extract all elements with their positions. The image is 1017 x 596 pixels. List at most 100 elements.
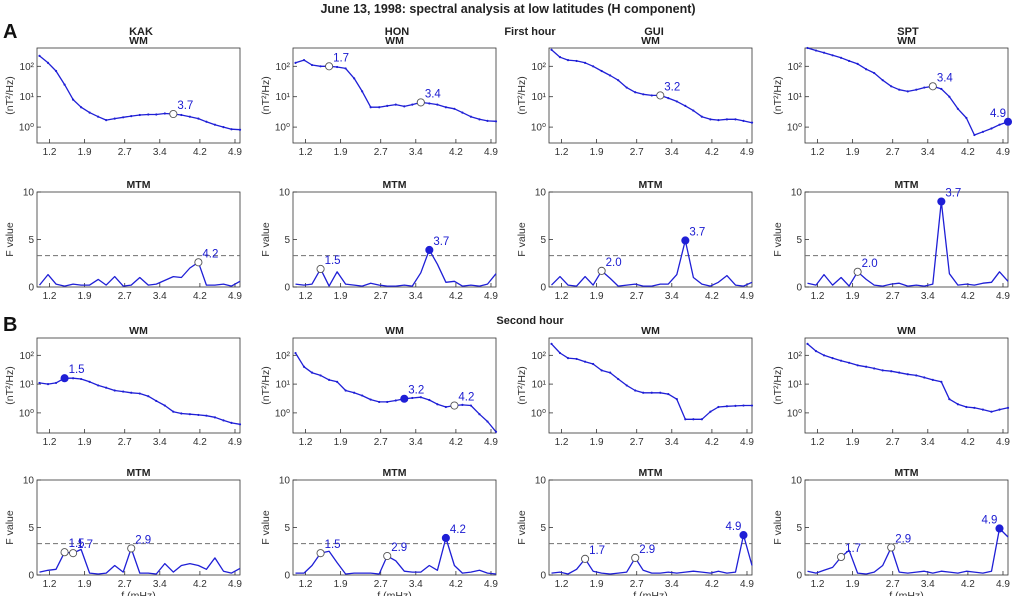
peak-marker [325, 62, 334, 71]
data-point [238, 423, 242, 426]
x-tick-label: 2.7 [374, 147, 388, 158]
data-point [856, 62, 859, 65]
x-tick-label: 1.9 [334, 579, 348, 590]
data-point [336, 65, 339, 69]
plot-title: MTM [895, 179, 919, 191]
x-tick-label: 2.7 [630, 579, 644, 590]
data-point [469, 404, 473, 407]
data-point [403, 105, 406, 108]
x-tick-label: 2.7 [886, 291, 900, 302]
data-point [923, 86, 926, 89]
x-tick-label: 4.2 [705, 147, 719, 158]
data-point [634, 91, 637, 94]
x-tick-label: 3.4 [665, 579, 679, 590]
y-tick-label: 10 [791, 188, 803, 199]
data-point [965, 116, 968, 120]
x-axis-label: f (mHz) [121, 590, 155, 596]
data-point [692, 109, 695, 112]
data-point [558, 351, 562, 355]
data-point [931, 378, 934, 382]
x-tick-label: 4.2 [449, 147, 463, 158]
data-point [965, 405, 968, 409]
x-tick-label: 1.9 [846, 579, 860, 590]
peak-marker [127, 544, 136, 553]
y-tick-label: 10 [535, 476, 547, 487]
y-axis-label: (nT²/Hz) [260, 76, 272, 115]
peak-marker [597, 266, 606, 275]
section-title-first-hour: First hour [504, 26, 556, 38]
peak-label: 1.7 [589, 545, 605, 557]
peak-label: 1.5 [69, 364, 85, 376]
plot-frame [548, 479, 753, 576]
x-tick-label: 4.2 [961, 437, 975, 448]
peak-label: 3.4 [425, 88, 442, 100]
plot-title: WM [129, 35, 148, 47]
data-point [583, 61, 587, 64]
data-point [948, 398, 951, 401]
x-tick-label: 4.9 [228, 579, 242, 590]
x-tick-label: 4.2 [449, 437, 463, 448]
x-tick-label: 3.4 [409, 147, 423, 158]
x-tick-label: 3.4 [153, 147, 167, 158]
plot-frame [292, 47, 497, 144]
data-point [46, 61, 50, 64]
data-point [369, 106, 372, 109]
x-tick-label: 2.7 [630, 437, 644, 448]
x-tick-label: 1.2 [555, 291, 569, 302]
x-tick-label: 4.2 [193, 291, 207, 302]
data-point [327, 378, 331, 382]
data-point [344, 67, 347, 70]
x-tick-label: 3.4 [921, 291, 935, 302]
plot-frame [292, 191, 497, 288]
data-point [453, 107, 456, 110]
peak-marker [656, 91, 665, 100]
peak-marker [450, 401, 459, 410]
x-tick-label: 3.4 [153, 579, 167, 590]
x-tick-label: 1.9 [590, 291, 604, 302]
x-tick-label: 1.9 [78, 147, 92, 158]
x-tick-label: 3.4 [665, 437, 679, 448]
plot-title: MTM [895, 467, 919, 479]
y-tick-label: 10 [23, 476, 35, 487]
data-point [990, 127, 993, 130]
peak-label: 4.2 [202, 248, 218, 260]
subplot-hon-wm-second-hour: WM (nT²/Hz)10⁰ 10¹ 10² 1.2 1.9 2.7 3.4 4.2 4.9 3.2… [260, 325, 498, 448]
y-axis-label: F value [516, 510, 528, 545]
peak-marker [837, 552, 846, 562]
y-tick-label: 10² [788, 351, 803, 362]
plot-title: WM [385, 325, 404, 337]
data-point [725, 405, 729, 408]
data-point [180, 412, 183, 415]
peak-label: 4.2 [450, 524, 466, 536]
data-point [71, 98, 75, 101]
y-tick-label: 10¹ [276, 92, 291, 103]
data-point [822, 51, 826, 54]
data-point [63, 83, 66, 86]
series-line [551, 49, 753, 124]
plot-title: MTM [383, 467, 407, 479]
data-point [956, 107, 959, 110]
peak-marker [60, 374, 69, 383]
data-point [750, 404, 754, 407]
data-point [873, 71, 876, 75]
plot-title: WM [897, 325, 916, 337]
x-tick-label: 3.4 [921, 437, 935, 448]
x-tick-label: 2.7 [118, 437, 132, 448]
y-tick-label: 10⁰ [787, 408, 802, 419]
y-tick-label: 10⁰ [19, 408, 34, 419]
data-point [700, 115, 703, 118]
y-tick-label: 5 [540, 235, 546, 246]
y-tick-label: 10² [20, 351, 35, 362]
y-tick-label: 10² [276, 351, 291, 362]
data-point [709, 410, 712, 413]
subplot-spt-wm-second-hour: WM (nT²/Hz)10⁰ 10¹ 10² 1.2 1.9 2.7 3.4 4.2 4.9 [772, 325, 1010, 448]
x-tick-label: 4.2 [449, 291, 463, 302]
data-point [411, 103, 414, 106]
y-axis-label: F value [772, 222, 784, 257]
data-point [865, 365, 868, 368]
data-point [205, 414, 208, 417]
y-tick-label: 10⁰ [275, 123, 290, 134]
data-point [163, 404, 166, 407]
peak-label: 1.5 [325, 255, 341, 267]
data-point [197, 117, 200, 120]
